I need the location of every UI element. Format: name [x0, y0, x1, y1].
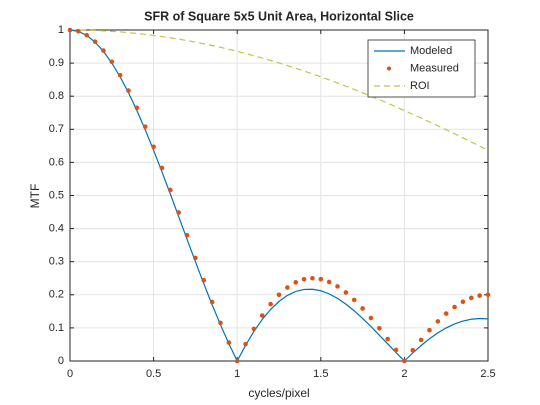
data-point — [335, 284, 340, 289]
legend-swatch — [387, 66, 391, 71]
data-point — [385, 336, 390, 342]
y-tick-label: 0.4 — [49, 223, 64, 235]
data-point — [285, 285, 290, 290]
y-tick-label: 0 — [58, 355, 64, 367]
x-tick-label: 0.5 — [146, 368, 161, 380]
y-tick-label: 0.9 — [49, 57, 64, 69]
data-point — [259, 313, 265, 318]
x-tick-label: 1 — [234, 368, 240, 380]
legend-label: Measured — [410, 62, 459, 74]
x-tick-label: 2.5 — [480, 368, 495, 380]
x-axis-label: cycles/pixel — [248, 386, 309, 400]
data-point — [176, 210, 181, 215]
data-point — [92, 39, 98, 44]
data-point — [126, 88, 131, 93]
data-point — [418, 337, 424, 343]
data-point — [117, 72, 123, 78]
y-tick-label: 0.6 — [49, 156, 64, 168]
y-tick-label: 0.5 — [49, 189, 64, 201]
data-point — [134, 105, 140, 111]
data-point — [435, 319, 441, 324]
data-point — [243, 341, 248, 347]
data-point — [151, 144, 156, 150]
data-point — [226, 340, 232, 345]
data-point — [468, 295, 474, 301]
data-point — [209, 299, 215, 305]
data-line — [69, 29, 489, 363]
data-point — [276, 292, 282, 298]
data-point — [142, 124, 148, 129]
data-point — [301, 276, 307, 282]
data-point — [368, 315, 374, 321]
data-point — [351, 297, 357, 303]
data-point — [101, 48, 106, 53]
data-point — [218, 320, 223, 326]
data-point — [184, 232, 190, 238]
data-point — [477, 293, 482, 298]
data-point — [410, 347, 416, 353]
x-tick-label: 2 — [401, 368, 407, 380]
data-line — [69, 29, 489, 151]
data-point — [485, 292, 491, 298]
x-tick-label: 1.5 — [313, 368, 328, 380]
y-tick-label: 0.8 — [49, 90, 64, 102]
data-point — [251, 326, 257, 332]
data-point — [360, 306, 365, 311]
data-point — [377, 325, 382, 331]
data-point — [168, 187, 173, 193]
x-tick-label: 0 — [67, 368, 73, 380]
data-point — [293, 280, 299, 285]
data-point — [402, 358, 407, 364]
data-point — [234, 358, 240, 364]
data-point — [159, 165, 165, 171]
data-point — [193, 255, 198, 261]
y-axis-label: MTF — [28, 184, 42, 209]
data-point — [443, 311, 449, 316]
data-point — [452, 304, 457, 310]
y-tick-label: 0.1 — [49, 322, 64, 334]
data-point — [268, 301, 273, 307]
data-point — [326, 279, 332, 285]
data-point — [67, 27, 73, 33]
y-tick-label: 1 — [58, 24, 64, 36]
chart-title: SFR of Square 5x5 Unit Area, Horizontal … — [144, 9, 414, 23]
data-point — [427, 327, 432, 333]
legend-box — [367, 39, 476, 98]
data-point — [343, 290, 349, 295]
y-tick-label: 0.7 — [49, 123, 64, 135]
plot-frame — [69, 29, 489, 362]
data-point — [318, 276, 324, 282]
data-point — [201, 277, 207, 283]
legend-label: Modeled — [410, 45, 452, 57]
data-point — [109, 59, 115, 65]
data-point — [84, 32, 90, 38]
data-point — [393, 347, 399, 353]
data-point — [460, 299, 466, 305]
legend-label: ROI — [410, 80, 430, 92]
y-tick-label: 0.2 — [49, 289, 64, 301]
y-tick-label: 0.3 — [49, 256, 64, 268]
data-point — [310, 275, 315, 281]
data-point — [76, 28, 81, 34]
